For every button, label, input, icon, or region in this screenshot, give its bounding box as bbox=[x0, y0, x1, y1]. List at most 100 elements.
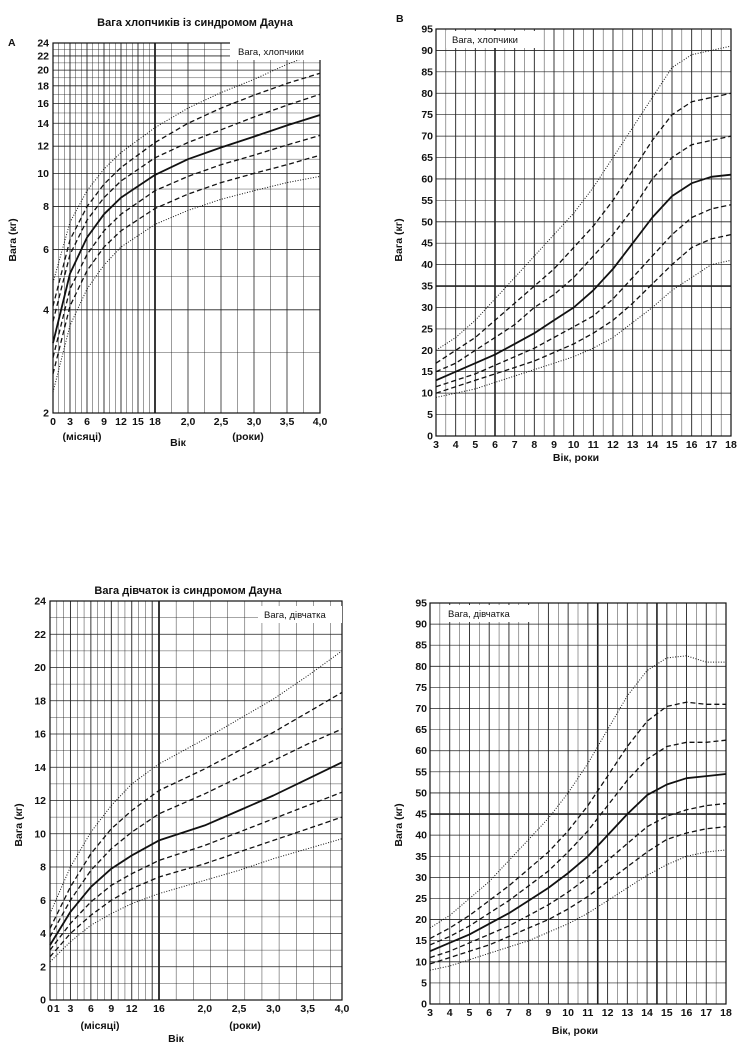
chart-d-x-tick-9: 12 bbox=[602, 1007, 614, 1019]
chart-c-y-tick-11: 22 bbox=[34, 629, 46, 641]
chart-b-x-tick-11: 14 bbox=[646, 439, 658, 451]
chart-d-y-tick-17: 85 bbox=[415, 640, 427, 652]
chart-b-series-6-line bbox=[435, 233, 732, 394]
chart-d-x-tick-6: 9 bbox=[545, 1007, 551, 1019]
chart-a-y-tick-0: 2 bbox=[43, 408, 49, 420]
chart-c: Вага дівчаток із синдромом Дауна Вага (к… bbox=[13, 585, 349, 1045]
chart-a-x-tick-month-3: 9 bbox=[101, 416, 107, 428]
chart-c-y-tick-2: 4 bbox=[40, 928, 46, 940]
chart-b-y-tick-19: 95 bbox=[421, 24, 433, 36]
chart-c-frame bbox=[49, 600, 343, 1001]
chart-c-legend-text: Вага, дівчатка bbox=[264, 610, 326, 621]
chart-b-x-tick-5: 8 bbox=[531, 439, 537, 451]
chart-b-y-tick-0: 0 bbox=[427, 431, 433, 443]
chart-b-x-tick-4: 7 bbox=[512, 439, 518, 451]
chart-d-x-tick-3: 6 bbox=[486, 1007, 492, 1019]
chart-d-x-tick-5: 8 bbox=[526, 1007, 532, 1019]
chart-d-y-tick-3: 15 bbox=[415, 935, 427, 947]
chart-a-x-tick-year-2: 3,0 bbox=[247, 416, 262, 428]
chart-b-y-label: Вага (кг) bbox=[393, 218, 405, 261]
chart-a-y-tick-11: 24 bbox=[37, 38, 49, 50]
chart-c-series-4-line bbox=[49, 761, 343, 946]
chart-d-y-tick-12: 60 bbox=[415, 745, 427, 757]
chart-b: B Вага (кг) Вік, роки 051015202530354045… bbox=[393, 13, 737, 464]
chart-a-x-tick-month-4: 12 bbox=[115, 416, 127, 428]
chart-b-y-tick-12: 60 bbox=[421, 173, 433, 185]
chart-b-y-tick-2: 10 bbox=[421, 388, 433, 400]
chart-b-series-2-line bbox=[435, 92, 732, 364]
chart-c-series-5-line bbox=[49, 791, 343, 951]
chart-a-legend: Вага, хлопчики bbox=[230, 42, 322, 60]
chart-c-y-tick-7: 14 bbox=[34, 762, 46, 774]
chart-d-x-tick-7: 10 bbox=[562, 1007, 574, 1019]
chart-d-y-tick-7: 35 bbox=[415, 851, 427, 863]
chart-d-x-tick-2: 5 bbox=[467, 1007, 473, 1019]
chart-b-y-tick-8: 40 bbox=[421, 259, 433, 271]
chart-b-y-tick-9: 45 bbox=[421, 238, 433, 250]
chart-d-x-tick-15: 18 bbox=[720, 1007, 732, 1019]
chart-c-y-tick-6: 12 bbox=[34, 795, 46, 807]
chart-c-series-7-line bbox=[49, 838, 343, 963]
chart-c-series-6-line bbox=[49, 816, 343, 958]
chart-a-title: Вага хлопчиків із синдромом Дауна bbox=[97, 17, 294, 29]
chart-a-x-tick-year-4: 4,0 bbox=[313, 416, 328, 428]
chart-a-series-2-line bbox=[52, 72, 321, 307]
chart-b-x-tick-14: 17 bbox=[705, 439, 717, 451]
chart-c-y-label: Вага (кг) bbox=[13, 803, 25, 846]
chart-b-x-tick-6: 9 bbox=[551, 439, 557, 451]
chart-d-y-tick-14: 70 bbox=[415, 703, 427, 715]
chart-a-frame bbox=[52, 42, 321, 414]
chart-a-x-years-label: (роки) bbox=[232, 431, 264, 443]
chart-d-x-tick-0: 3 bbox=[427, 1007, 433, 1019]
chart-a-y-tick-2: 6 bbox=[43, 244, 49, 256]
chart-b-x-label: Вік, роки bbox=[553, 452, 599, 464]
chart-c-x-tick-month-0: 0 bbox=[47, 1003, 53, 1015]
chart-d-x-tick-8: 11 bbox=[582, 1007, 593, 1019]
chart-b-frame bbox=[435, 28, 732, 437]
chart-d-x-tick-11: 14 bbox=[641, 1007, 653, 1019]
chart-d-series-5-line bbox=[429, 802, 727, 959]
chart-d-y-tick-8: 40 bbox=[415, 830, 427, 842]
chart-c-x-tick-year-2: 3,0 bbox=[266, 1003, 281, 1015]
chart-b-y-tick-4: 20 bbox=[421, 345, 433, 357]
chart-b-y-tick-3: 15 bbox=[421, 366, 433, 378]
chart-c-series-1-line bbox=[49, 650, 343, 914]
chart-d-y-tick-19: 95 bbox=[415, 598, 427, 610]
chart-d-x-tick-4: 7 bbox=[506, 1007, 512, 1019]
chart-a-series-1-line bbox=[52, 51, 321, 283]
chart-a-legend-box bbox=[230, 42, 322, 60]
chart-b-x-tick-12: 15 bbox=[666, 439, 678, 451]
chart-d-y-tick-16: 80 bbox=[415, 661, 427, 673]
chart-a-series-7-line bbox=[52, 175, 321, 393]
chart-b-y-tick-18: 90 bbox=[421, 45, 433, 57]
chart-c-x-years-label: (роки) bbox=[229, 1020, 261, 1032]
chart-d-x-tick-14: 17 bbox=[700, 1007, 712, 1019]
chart-d-y-tick-5: 25 bbox=[415, 893, 427, 905]
chart-c-y-tick-1: 2 bbox=[40, 961, 46, 973]
chart-d-y-tick-10: 50 bbox=[415, 787, 427, 799]
chart-c-x-tick-month-3: 6 bbox=[88, 1003, 94, 1015]
chart-d-legend-text: Вага, дівчатка bbox=[448, 609, 510, 620]
chart-a-x-tick-year-1: 2,5 bbox=[214, 416, 229, 428]
chart-c-y-tick-8: 16 bbox=[34, 729, 46, 741]
chart-d-y-tick-4: 20 bbox=[415, 914, 427, 926]
chart-b-series-5-line bbox=[435, 204, 732, 388]
chart-c-x-tick-year-1: 2,5 bbox=[232, 1003, 247, 1015]
chart-a-y-label: Вага (кг) bbox=[7, 218, 19, 261]
chart-c-y-tick-12: 24 bbox=[34, 596, 46, 608]
chart-b-series-3-line bbox=[435, 135, 732, 373]
chart-a-panel-letter: A bbox=[8, 37, 16, 49]
chart-a-y-tick-5: 12 bbox=[37, 141, 49, 153]
chart-d: Вага (кг) Вік, роки 05101520253035404550… bbox=[393, 598, 732, 1038]
chart-b-x-tick-10: 13 bbox=[627, 439, 639, 451]
chart-d-y-tick-11: 55 bbox=[415, 766, 427, 778]
chart-a-y-tick-4: 10 bbox=[37, 168, 49, 180]
chart-a-legend-text: Вага, хлопчики bbox=[238, 47, 304, 58]
chart-a-series-5-line bbox=[52, 134, 321, 358]
chart-a-series-6-line bbox=[52, 154, 321, 375]
chart-b-panel-letter: B bbox=[396, 13, 404, 25]
chart-d-legend-box bbox=[442, 605, 530, 622]
chart-b-legend-box bbox=[446, 31, 538, 48]
chart-d-x-tick-12: 15 bbox=[661, 1007, 673, 1019]
chart-d-legend: Вага, дівчатка bbox=[442, 605, 530, 622]
